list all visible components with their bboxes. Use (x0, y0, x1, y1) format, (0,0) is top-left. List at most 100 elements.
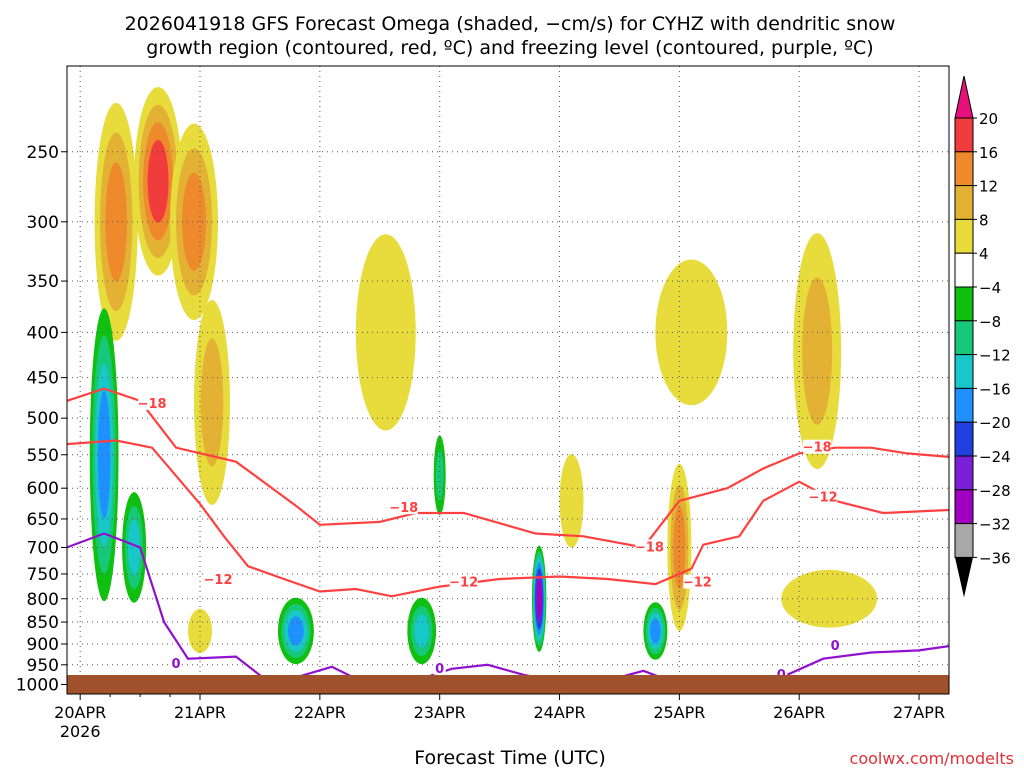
y-tick-label: 1000 (16, 676, 59, 696)
title-line-1: 2026041918 GFS Forecast Omega (shaded, −… (125, 13, 896, 35)
omega-blob (781, 569, 878, 628)
omega-blob (650, 618, 661, 644)
contour-label: −12 (683, 576, 712, 591)
contour-label-bg (635, 539, 664, 554)
contour-label-bg (449, 574, 478, 589)
colorbar-label: −16 (979, 380, 1011, 398)
x-tick-label: 24APR (533, 703, 585, 722)
y-tick-label: 700 (27, 538, 59, 558)
contour-label-bg (389, 500, 418, 515)
colorbar-bin (954, 151, 974, 187)
terrain-strip (67, 675, 949, 694)
colorbar-label: 20 (979, 110, 998, 128)
colorbar-top-arrow (954, 75, 974, 119)
colorbar-bottom-arrow (955, 557, 973, 598)
y-tick-label: 900 (27, 635, 59, 655)
x-tick-label: 23APR (414, 703, 466, 722)
x-tick-label: 20APR (54, 703, 106, 722)
omega-blob (536, 579, 542, 618)
omega-blob (97, 390, 111, 519)
colorbar-bin (954, 354, 974, 389)
omega-blob (355, 234, 416, 431)
contour-label: −18 (389, 501, 418, 516)
y-tick-label: 650 (27, 510, 59, 530)
colorbar-bin (954, 218, 974, 254)
omega-blob (105, 162, 127, 282)
omega-blob (188, 608, 213, 654)
contour-label: 0 (435, 662, 444, 677)
omega-blob (435, 450, 444, 501)
plot-frame (66, 65, 950, 695)
colorbar-label: 16 (979, 144, 998, 162)
omega-blob (559, 454, 584, 548)
colorbar-bin (954, 117, 974, 153)
colorbar-label: −12 (979, 347, 1011, 365)
y-tick-label: 750 (27, 565, 59, 585)
colorbar-bin (954, 523, 974, 558)
y-axis: 2503003504004505005506006507007508008509… (16, 143, 67, 696)
contour-label: −18 (803, 441, 832, 456)
colorbar-label: −32 (979, 516, 1011, 534)
x-tick-label: 27APR (893, 703, 945, 722)
colorbar-bin (954, 421, 974, 457)
x-tick-label: 26APR (773, 703, 825, 722)
colorbar-label: 8 (979, 211, 989, 229)
omega-shading (89, 86, 878, 665)
title-line-2: growth region (contoured, red, ºC) and f… (146, 37, 873, 59)
colorbar-bin (954, 489, 974, 525)
colorbar-label: −24 (979, 448, 1011, 466)
contour-0 (67, 532, 949, 686)
omega-blob (414, 614, 429, 648)
contour-label-bg (683, 574, 712, 589)
x-tick-label: 25APR (653, 703, 705, 722)
omega-blob (802, 277, 833, 425)
x-tick-label: 22APR (294, 703, 346, 722)
y-tick-label: 500 (27, 409, 59, 429)
contour-label: −18 (138, 397, 167, 412)
colorbar-label: −36 (979, 549, 1011, 567)
y-tick-label: 850 (27, 613, 59, 633)
x-tick-label: 21APR (174, 703, 226, 722)
colorbar-bin (954, 185, 974, 220)
contour-label-bg (433, 660, 446, 675)
colorbar: 20 16 12 8 4 −4 −8 −12 −16 −20 −24 −28 −32 −36 (954, 75, 1011, 598)
credit-text: coolwx.com/modelts (850, 749, 1014, 768)
y-tick-label: 550 (27, 446, 59, 466)
omega-blob (288, 616, 304, 646)
omega-blob (655, 259, 728, 406)
y-tick-label: 800 (27, 590, 59, 610)
colorbar-bin (954, 455, 974, 491)
x-tick-sublabel: 2026 (60, 722, 101, 741)
colorbar-bin (954, 320, 974, 356)
y-tick-label: 400 (27, 323, 59, 343)
colorbar-label: −4 (979, 279, 1001, 297)
contour-label-bg (829, 638, 842, 653)
x-axis-label: Forecast Time (UTC) (414, 747, 605, 768)
colorbar-label: −8 (979, 313, 1001, 331)
y-tick-label: 300 (27, 213, 59, 233)
contour-label-bg (809, 489, 838, 504)
contour-label: −12 (449, 576, 478, 591)
colorbar-label: 12 (979, 178, 998, 196)
y-tick-label: 250 (27, 143, 59, 163)
colorbar-label: −20 (979, 414, 1011, 432)
omega-blob (128, 519, 141, 576)
contour-label: −12 (204, 573, 233, 588)
chart-title: 2026041918 GFS Forecast Omega (shaded, −… (125, 13, 896, 59)
x-axis: 20APR 21APR 22APR 23APR 24APR 25APR 26APR 27APR… (54, 694, 945, 741)
colorbar-bin (954, 387, 974, 423)
y-tick-label: 350 (27, 272, 59, 292)
contour-label-bg (203, 572, 232, 587)
contour--12 (67, 439, 949, 598)
y-tick-label: 600 (27, 479, 59, 499)
colorbar-bin (954, 252, 974, 288)
omega-blob (200, 338, 224, 467)
y-tick-label: 950 (27, 656, 59, 676)
omega-blob (147, 140, 169, 223)
colorbar-label: −28 (979, 482, 1011, 500)
colorbar-label: 4 (979, 245, 989, 263)
contour-label: 0 (172, 657, 181, 672)
colorbar-bin (954, 286, 974, 322)
contour-label-bg (170, 655, 183, 670)
